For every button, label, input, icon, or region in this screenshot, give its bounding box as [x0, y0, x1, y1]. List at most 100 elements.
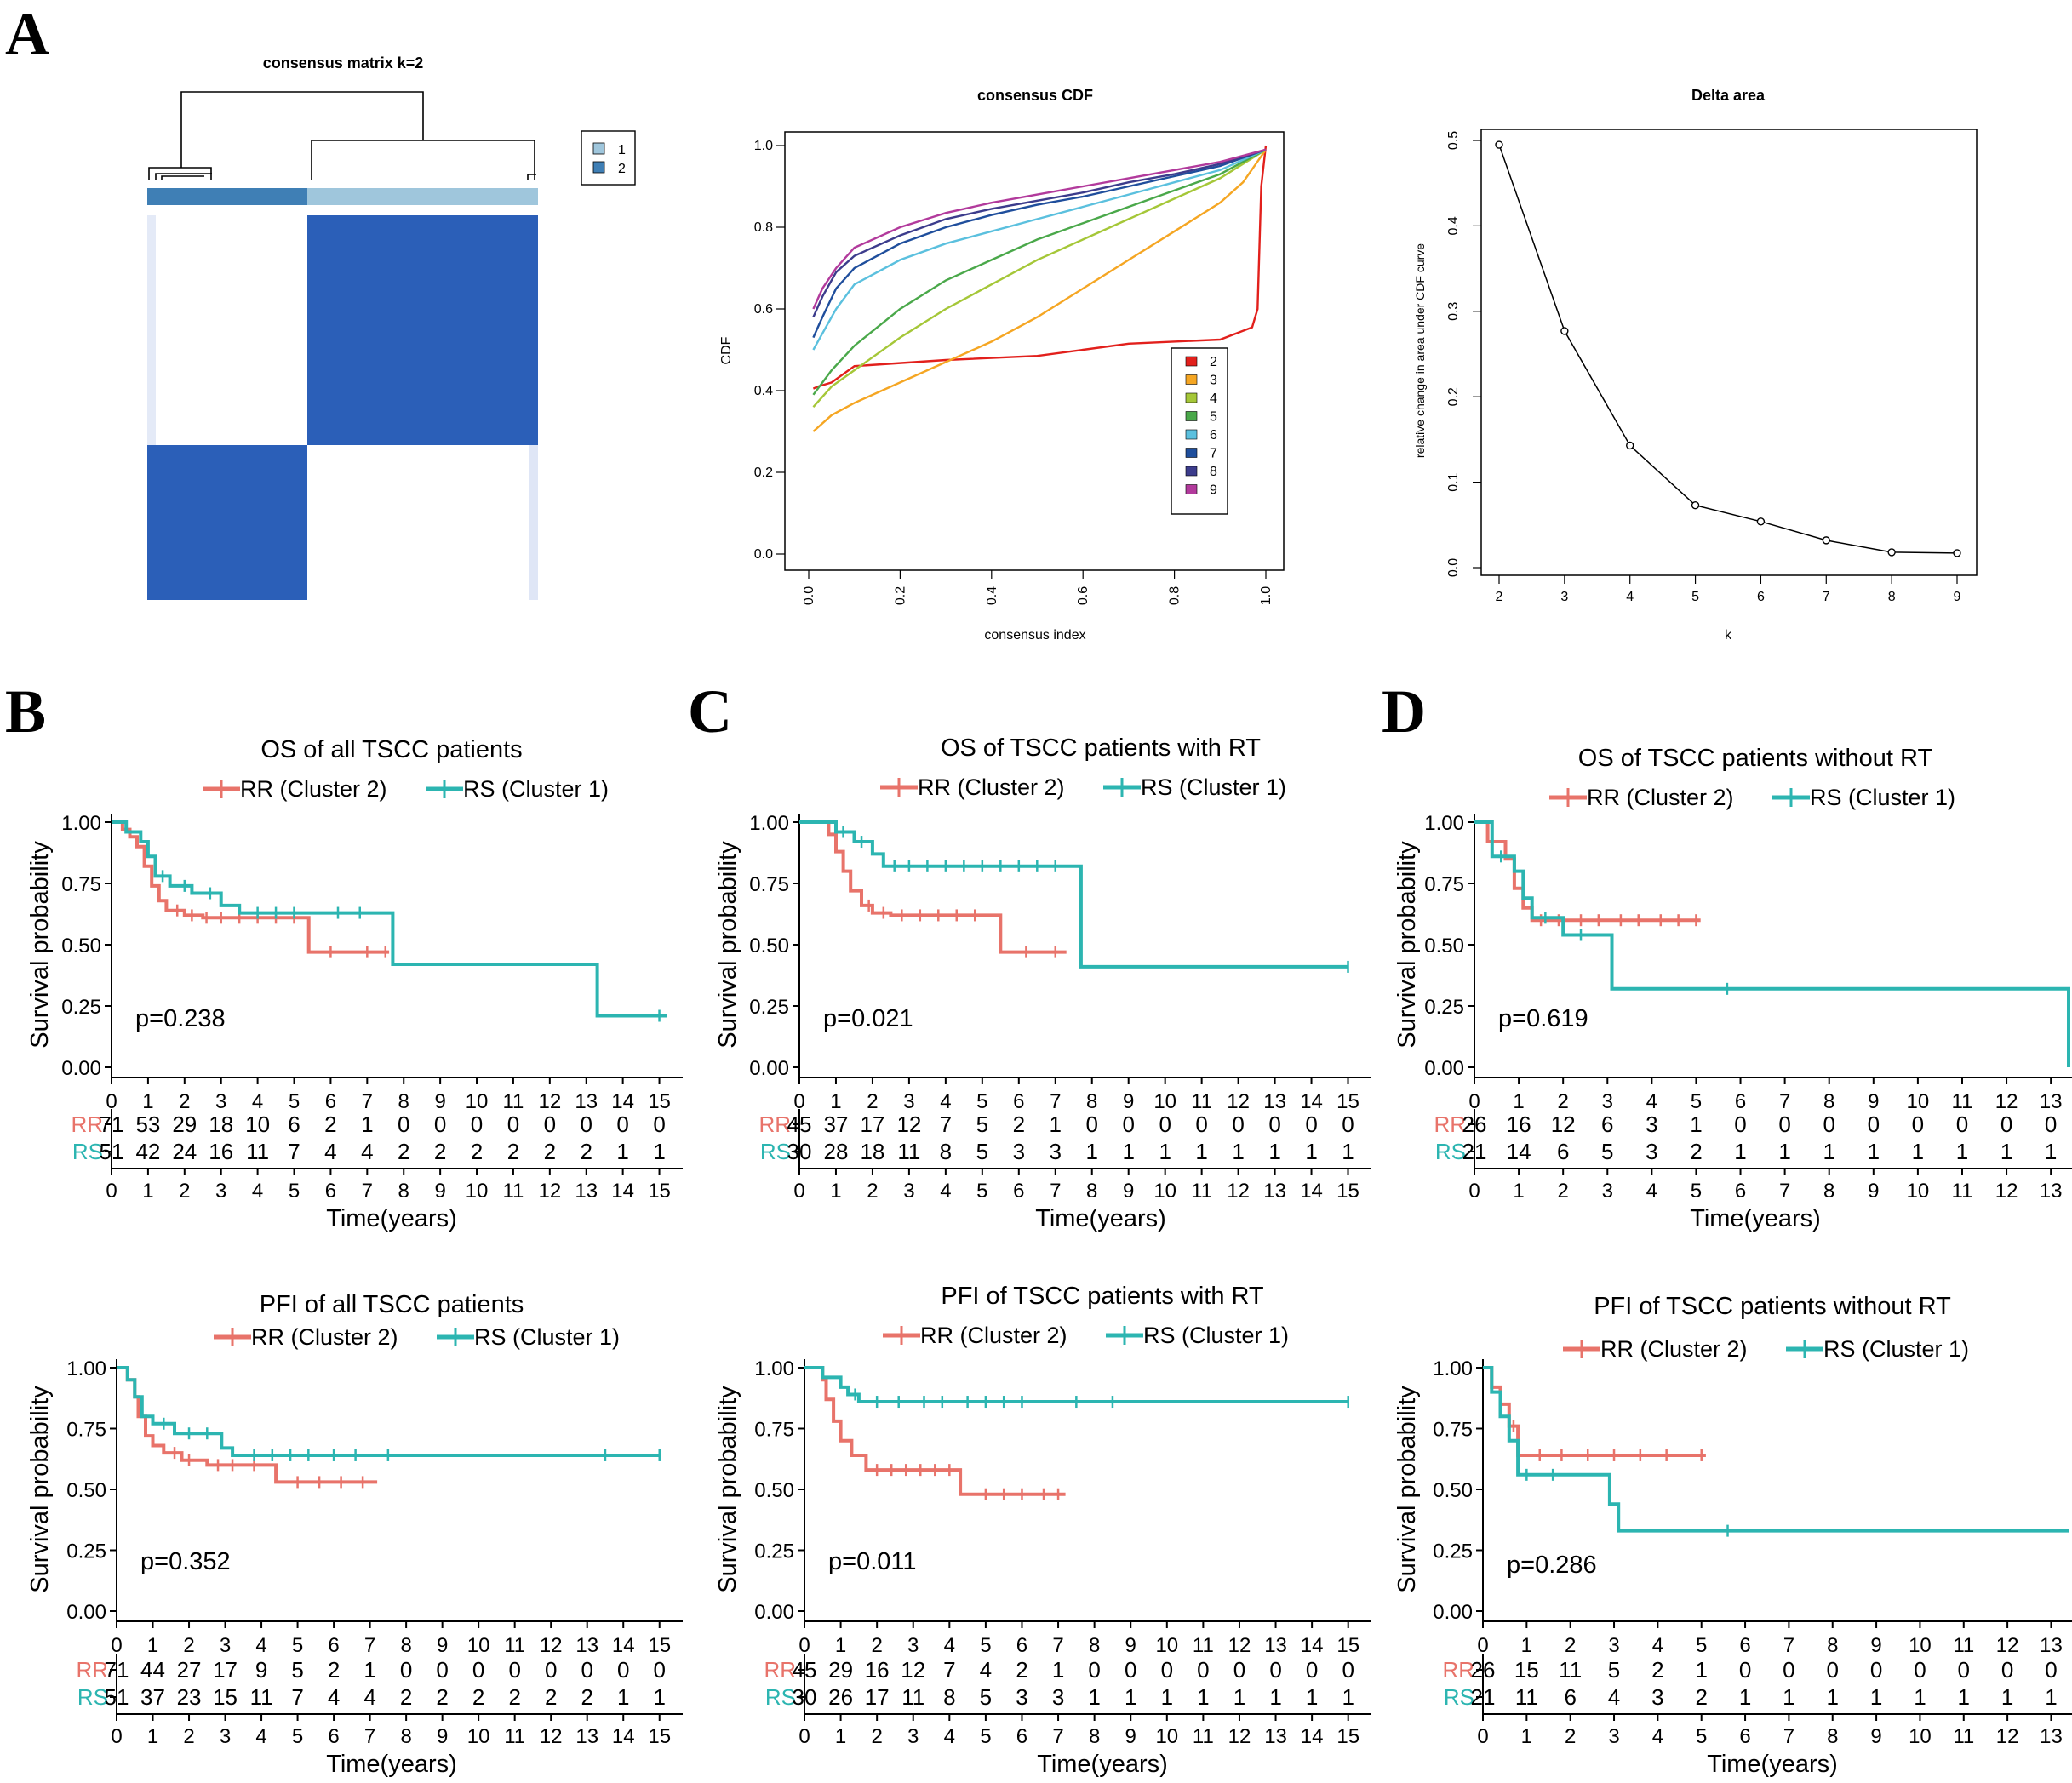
pfi-nort-title: PFI of TSCC patients without RT: [1594, 1293, 1951, 1320]
os-all-risk-rs-value: 7: [288, 1139, 300, 1164]
pfi-all-title: PFI of all TSCC patients: [260, 1291, 524, 1318]
delta-ylabel: relative change in area under CDF curve: [1413, 243, 1427, 458]
pfi-nort-risk-rr-value: 0: [2045, 1657, 2057, 1683]
cdf-legend-label-k4: 4: [1210, 391, 1217, 406]
os-rt-xtick-label: 3: [903, 1090, 914, 1113]
os-rt-legend-rs: RS (Cluster 1): [1141, 774, 1286, 800]
os-rt-risk-rs-value: 1: [1305, 1139, 1317, 1164]
pfi-all-risk-rs-value: 23: [177, 1684, 202, 1710]
os-all-xtick-label: 10: [466, 1090, 489, 1113]
pfi-all-xtick-label: 12: [540, 1634, 563, 1657]
os-rt-risk-rs-value: 1: [1122, 1139, 1134, 1164]
os-rt-risk-rs-value: 1: [1195, 1139, 1207, 1164]
os-all-risk-xtick-label: 12: [538, 1180, 561, 1203]
pfi-all-risk-rr-value: 27: [177, 1657, 202, 1683]
pfi-rt-risk-rr-value: 0: [1269, 1657, 1281, 1683]
cdf-legend-label-k7: 7: [1210, 447, 1217, 461]
pfi-rt-risk-rr-value: 0: [1306, 1657, 1318, 1683]
pfi-nort-risk-xtick-label: 13: [2040, 1725, 2063, 1748]
heatmap-dendrogram: [148, 91, 536, 180]
os-all-xtick-label: 0: [106, 1090, 117, 1113]
os-rt-xtick-label: 8: [1086, 1090, 1097, 1113]
pfi-nort-risk-rs-value: 1: [1914, 1684, 1926, 1710]
os-all-risk-xtick-label: 1: [142, 1180, 153, 1203]
pfi-rt-risk-rr-value: 2: [1016, 1657, 1027, 1683]
os-all-risk-xtick-label: 15: [648, 1180, 671, 1203]
pfi-rt-xtick-label: 5: [980, 1634, 991, 1657]
delta-xtick-label: 8: [1888, 590, 1896, 604]
pfi-all-risk-xtick-label: 12: [540, 1725, 563, 1748]
os-nort-risk-label-rs: RS: [1435, 1139, 1466, 1164]
pfi-all-risk-rs-value: 1: [654, 1684, 666, 1710]
pfi-all-risk-rr-value: 0: [581, 1657, 592, 1683]
consensus-cdf-chart: consensus CDF consensus index CDF 0.0 0.2 0.4…: [719, 87, 1285, 643]
os-rt-risk-rr-value: 0: [1268, 1112, 1280, 1137]
os-nort-risk-rr-value: 12: [1551, 1112, 1576, 1137]
pfi-rt-risk-xtick-label: 6: [1016, 1725, 1027, 1748]
pfi-rt-risk-rs-value: 1: [1342, 1684, 1354, 1710]
pfi-all-legend-rs: RS (Cluster 1): [474, 1324, 620, 1350]
pfi-rt-curve-rr: [804, 1366, 1066, 1496]
os-rt-risk-rs-value: 3: [1013, 1139, 1025, 1164]
delta-xtick-label: 2: [1496, 590, 1503, 604]
os-rt-risk-label-rs: RS: [760, 1139, 791, 1164]
pfi-rt-xtick-label: 8: [1089, 1634, 1100, 1657]
cdf-ytick-label: 0.4: [754, 384, 773, 398]
km-os-nort-chart: OS of TSCC patients without RT RR (Cluste…: [1394, 745, 2072, 1232]
os-nort-risk-xtick-label: 11: [1952, 1180, 1973, 1203]
pfi-all-ytick-label: 0.75: [66, 1419, 106, 1442]
pfi-rt-risk-rr-value: 45: [793, 1657, 817, 1683]
os-nort-risk-xtick-label: 0: [1468, 1180, 1480, 1203]
pfi-rt-xtick-label: 0: [798, 1634, 810, 1657]
cdf-xtick-label: 0.0: [802, 586, 816, 605]
cdf-ytick-label: 0.8: [754, 220, 773, 235]
pfi-nort-risk-rs-value: 21: [1471, 1684, 1496, 1710]
pfi-rt-ytick-label: 0.25: [754, 1540, 794, 1563]
os-nort-xlabel: Time(years): [1690, 1205, 1821, 1232]
pfi-nort-risk-xtick-label: 5: [1696, 1725, 1707, 1748]
os-all-ylabel: Survival probability: [26, 841, 54, 1049]
os-rt-risk-rr-value: 0: [1195, 1112, 1207, 1137]
pfi-nort-xtick-label: 5: [1696, 1634, 1707, 1657]
cdf-legend-label-k6: 6: [1210, 428, 1217, 443]
pfi-all-risk-xtick-label: 11: [504, 1725, 525, 1748]
os-rt-legend-rr: RR (Cluster 2): [918, 774, 1065, 800]
delta-ytick-label: 0.4: [1446, 216, 1461, 235]
os-rt-risk-rs-value: 1: [1086, 1139, 1098, 1164]
os-all-risk-rr-value: 53: [135, 1112, 160, 1137]
os-all-risk-rr-value: 0: [653, 1112, 665, 1137]
pfi-all-ytick-label: 0.00: [66, 1601, 106, 1624]
pfi-all-risk-xtick-label: 15: [648, 1725, 671, 1748]
os-rt-risk-rr-value: 37: [824, 1112, 849, 1137]
pfi-nort-risk-xtick-label: 11: [1953, 1725, 1974, 1748]
os-rt-curve-rr: [799, 820, 1067, 954]
pfi-rt-ytick-label: 0.00: [754, 1601, 794, 1624]
os-all-risk-xtick-label: 2: [179, 1180, 190, 1203]
cdf-ylabel: CDF: [719, 336, 734, 364]
pfi-rt-ylabel: Survival probability: [714, 1386, 741, 1593]
heatmap-block-cluster-1: [307, 215, 538, 445]
os-rt-risk-xtick-label: 14: [1300, 1180, 1323, 1203]
pfi-rt-xtick-label: 9: [1125, 1634, 1136, 1657]
pfi-rt-risk-rs-value: 1: [1125, 1684, 1136, 1710]
cdf-legend-label-k9: 9: [1210, 483, 1217, 498]
os-all-risk-rs-value: 24: [172, 1139, 197, 1164]
os-all-risk-xtick-label: 13: [575, 1180, 598, 1203]
panel-label-c: C: [688, 677, 732, 746]
panel-label-d: D: [1382, 677, 1426, 746]
delta-xtick-label: 3: [1560, 590, 1568, 604]
pfi-nort-risk-rr-value: 0: [2001, 1657, 2013, 1683]
pfi-rt-risk-xtick-label: 3: [907, 1725, 919, 1748]
pfi-all-risk-rr-value: 9: [255, 1657, 267, 1683]
os-nort-xtick-label: 2: [1557, 1090, 1568, 1113]
cdf-xtick-label: 0.6: [1076, 586, 1090, 605]
cdf-xtick-label: 0.4: [985, 586, 999, 605]
os-rt-risk-rs-value: 11: [897, 1139, 920, 1164]
pfi-nort-risk-xtick-label: 2: [1565, 1725, 1576, 1748]
pfi-all-xtick-label: 11: [504, 1634, 525, 1657]
os-rt-risk-rr-value: 12: [896, 1112, 921, 1137]
heatmap-noise-right: [529, 445, 538, 600]
pfi-nort-risk-rr-value: 15: [1514, 1657, 1539, 1683]
os-rt-risk-rr-value: 0: [1159, 1112, 1171, 1137]
